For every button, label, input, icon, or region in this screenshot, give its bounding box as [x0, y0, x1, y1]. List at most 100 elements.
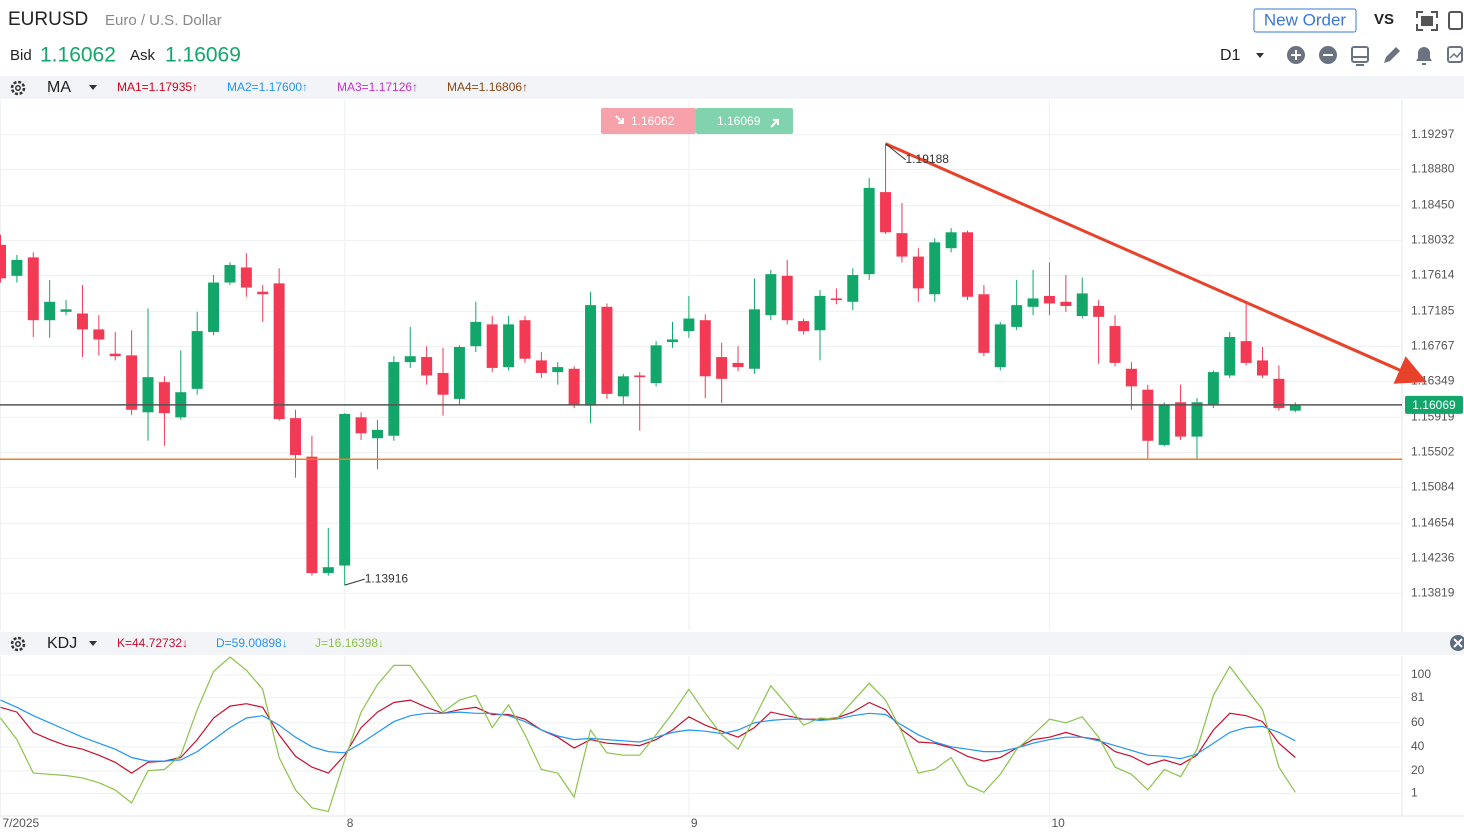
price-tag	[1405, 395, 1463, 414]
y-tick-label: 1.15084	[1411, 479, 1455, 493]
candle-body	[93, 329, 105, 340]
candle-body	[601, 306, 613, 394]
y-tick-label: 20	[1411, 763, 1425, 777]
new-order-label[interactable]: New Order	[1264, 10, 1347, 29]
candle-body	[1158, 404, 1170, 445]
zoom-out-icon[interactable]	[1319, 46, 1337, 64]
bid-value: 1.16062	[40, 44, 116, 67]
candle-body	[1240, 341, 1252, 363]
low-pointer	[344, 578, 365, 586]
legend-entry: K=44.72732↓	[117, 636, 188, 650]
y-tick-label: 81	[1411, 690, 1425, 704]
legend-entry: MA4=1.16806↑	[447, 80, 528, 94]
candle-body	[683, 318, 695, 332]
kdj-line	[0, 656, 1296, 813]
candle-body	[27, 257, 39, 321]
kdj-close[interactable]	[1450, 635, 1464, 651]
candle-body	[1273, 378, 1285, 409]
candle-body	[568, 368, 580, 405]
candle-body	[355, 417, 367, 434]
candle-body	[699, 320, 711, 377]
candle-body	[617, 376, 629, 397]
layout-icon[interactable]	[1448, 11, 1463, 30]
candle-body	[929, 242, 941, 295]
timeframe-caret[interactable]	[1256, 53, 1264, 58]
candle-body	[1224, 336, 1236, 376]
overlay: 1.19297 1.18880 1.18450 1.18032 1.17614 1.171…	[3, 80, 1463, 830]
candle-body	[830, 298, 842, 301]
symbol-name: Euro / U.S. Dollar	[105, 12, 222, 29]
x-tick-label: 9	[691, 816, 698, 830]
legend-entry: MA1=1.17935↑	[117, 80, 198, 94]
kdj-title[interactable]: KDJ	[47, 635, 77, 652]
alert-icon[interactable]	[1416, 47, 1432, 65]
candle-body	[224, 264, 236, 283]
candle-body	[1191, 402, 1203, 437]
candle-body	[994, 324, 1006, 368]
sell-badge[interactable]	[601, 108, 696, 134]
vs-button[interactable]: VS	[1374, 11, 1394, 28]
candle-body	[1125, 368, 1137, 387]
kdj-settings-icon[interactable]	[10, 636, 26, 652]
x-tick-label: 10	[1051, 816, 1065, 830]
candle-body	[158, 382, 170, 414]
candle-body	[470, 321, 482, 347]
kdj-line	[0, 699, 1296, 774]
ma-settings-icon[interactable]	[10, 80, 26, 96]
y-tick-label: 60	[1411, 715, 1425, 729]
candle-body	[814, 295, 826, 331]
new-order-button[interactable]	[1253, 8, 1357, 33]
candle-body	[798, 321, 810, 332]
candle-body	[1207, 372, 1219, 405]
ask-value: 1.16069	[165, 44, 241, 67]
candle-body	[552, 367, 564, 373]
fullscreen-icon[interactable]	[1416, 11, 1438, 31]
candle-body	[11, 259, 23, 276]
y-tick-label: 1	[1411, 786, 1418, 800]
candle-body	[437, 372, 449, 395]
kdj-caret[interactable]	[89, 641, 97, 646]
candle-body	[76, 313, 88, 330]
sell-arrow	[615, 115, 624, 124]
candle-body	[421, 357, 433, 376]
bid-label: Bid	[10, 47, 32, 64]
candle-body	[978, 294, 990, 353]
candle-body	[1011, 305, 1023, 327]
price-panel	[0, 100, 1402, 630]
candle-body	[1257, 360, 1269, 376]
candle-body	[781, 275, 793, 321]
ma-title[interactable]: MA	[47, 79, 71, 96]
candle-body	[765, 274, 777, 316]
candle-body	[126, 355, 138, 410]
buy-badge[interactable]	[696, 108, 793, 134]
candle-body	[1060, 301, 1072, 306]
candle-body	[847, 274, 859, 302]
draw-icon[interactable]	[1384, 47, 1400, 63]
candle-body	[716, 357, 728, 379]
zoom-in-icon[interactable]	[1287, 46, 1305, 64]
ma-caret[interactable]	[89, 85, 97, 90]
legend-entry: J=16.16398↓	[315, 636, 384, 650]
price-tag-label: 1.16069	[1412, 398, 1456, 412]
candle-body	[896, 233, 908, 257]
panel-icon[interactable]	[1351, 46, 1369, 66]
kdj-line	[0, 699, 1296, 762]
candle-body	[388, 362, 400, 436]
sell-badge-label: 1.16062	[631, 114, 675, 128]
y-tick-label: 1.19297	[1411, 127, 1455, 141]
candle-body	[60, 309, 72, 312]
candle-body	[257, 291, 269, 295]
x-tick-label: 8	[347, 816, 354, 830]
candle-body	[109, 353, 121, 357]
buy-badge-label: 1.16069	[717, 114, 761, 128]
candle-body	[634, 375, 646, 378]
candle-body	[0, 244, 6, 279]
candle-body	[44, 301, 56, 321]
timeframe[interactable]: D1	[1220, 47, 1241, 64]
indicator-icon[interactable]	[1447, 46, 1463, 63]
candle-body	[142, 377, 154, 413]
legend-entry: MA2=1.17600↑	[227, 80, 308, 94]
legend-entry: MA3=1.17126↑	[337, 80, 418, 94]
